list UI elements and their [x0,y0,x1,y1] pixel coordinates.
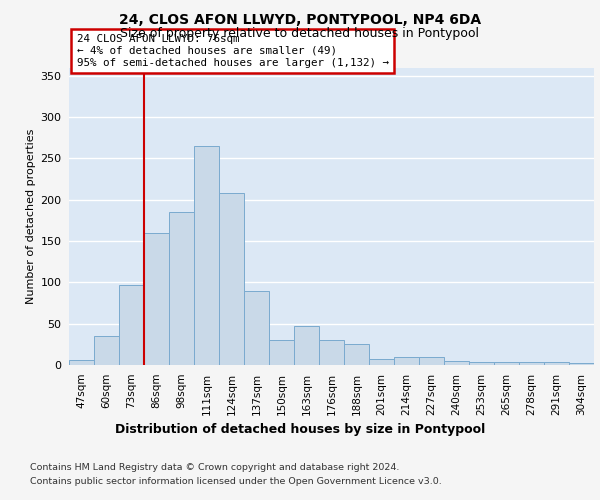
Bar [119,285,144,365]
Bar [294,326,319,365]
Bar [394,356,419,365]
Bar [244,290,269,365]
Bar [569,362,594,365]
Bar [194,146,219,365]
Bar [469,362,494,365]
Y-axis label: Number of detached properties: Number of detached properties [26,128,36,304]
Bar [319,340,344,365]
Bar [219,193,244,365]
Bar [444,361,469,365]
Text: Contains public sector information licensed under the Open Government Licence v3: Contains public sector information licen… [30,478,442,486]
Bar [144,233,169,365]
Bar [344,344,369,365]
Bar [519,362,544,365]
Bar [494,362,519,365]
Text: 24, CLOS AFON LLWYD, PONTYPOOL, NP4 6DA: 24, CLOS AFON LLWYD, PONTYPOOL, NP4 6DA [119,12,481,26]
Text: Distribution of detached houses by size in Pontypool: Distribution of detached houses by size … [115,422,485,436]
Bar [269,340,294,365]
Text: Size of property relative to detached houses in Pontypool: Size of property relative to detached ho… [121,28,479,40]
Bar [544,362,569,365]
Bar [369,359,394,365]
Bar [94,336,119,365]
Bar [69,360,94,365]
Text: Contains HM Land Registry data © Crown copyright and database right 2024.: Contains HM Land Registry data © Crown c… [30,462,400,471]
Text: 24 CLOS AFON LLWYD: 76sqm
← 4% of detached houses are smaller (49)
95% of semi-d: 24 CLOS AFON LLWYD: 76sqm ← 4% of detach… [77,34,389,68]
Bar [169,212,194,365]
Bar [419,356,444,365]
